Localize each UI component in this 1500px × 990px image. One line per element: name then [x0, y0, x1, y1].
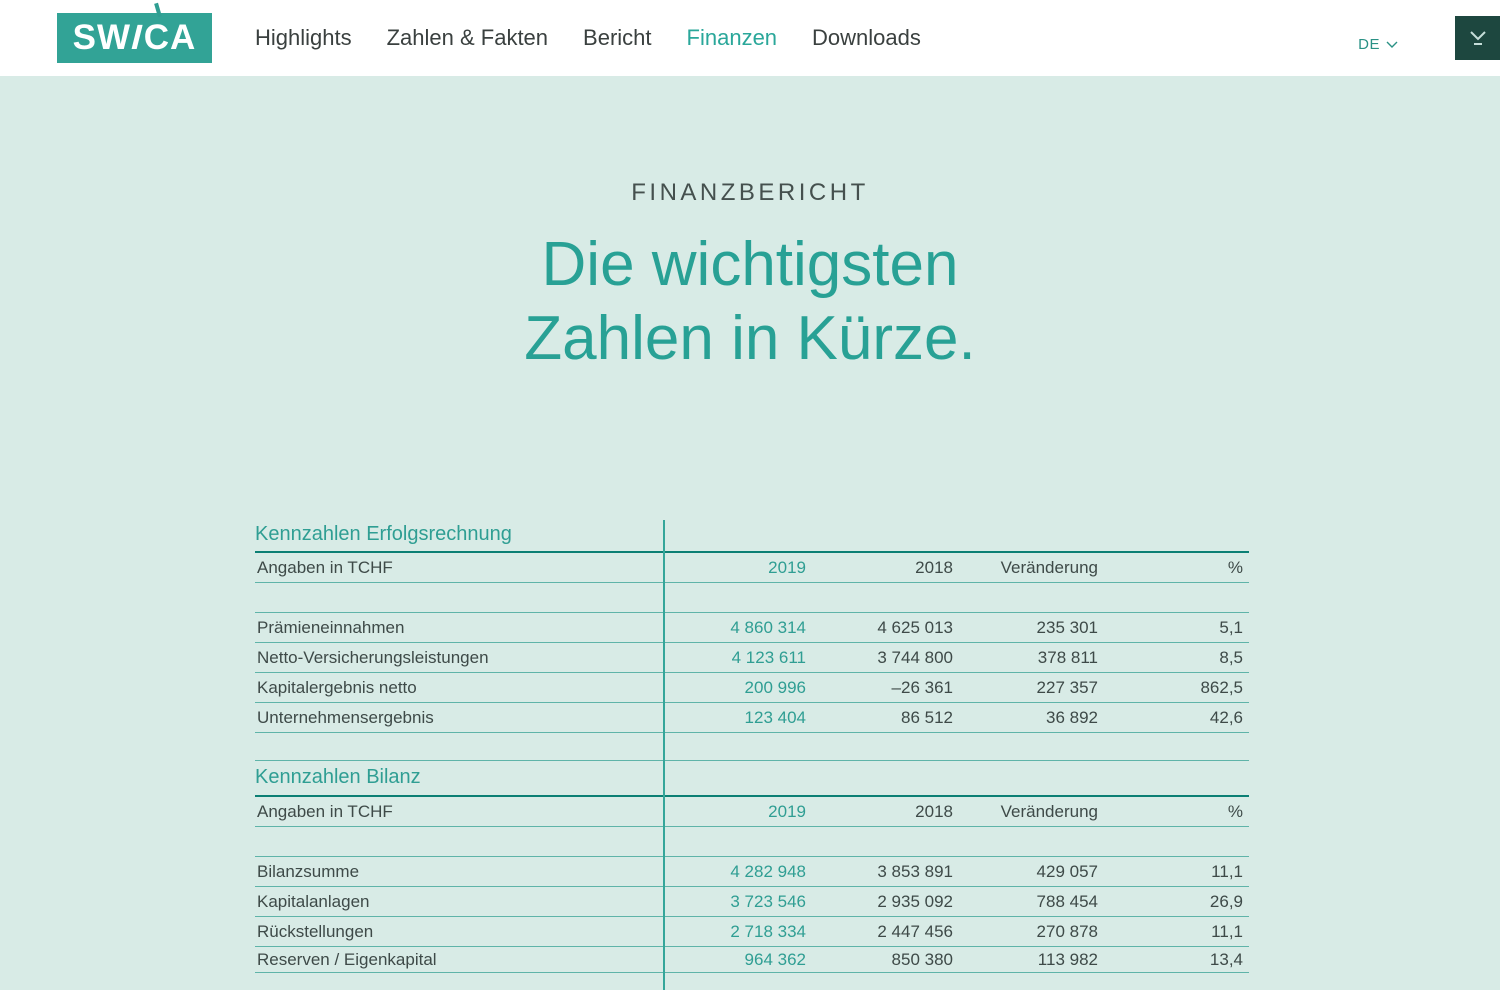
value-percent: 8,5: [1219, 647, 1243, 667]
table-row: Prämieneinnahmen 4 860 314 4 625 013 235…: [255, 613, 1249, 643]
value-2019: 4 860 314: [730, 617, 806, 637]
value-2019: 3 723 546: [730, 891, 806, 911]
row-label: Kapitalergebnis netto: [257, 677, 417, 697]
value-2018: 2 447 456: [877, 921, 953, 941]
value-change: 36 892: [1046, 707, 1098, 727]
column-header-2018: 2018: [915, 557, 953, 577]
table-section-title-row: Kennzahlen Erfolgsrechnung: [255, 520, 1249, 553]
value-2018: 850 380: [891, 949, 953, 969]
value-2018: –26 361: [891, 677, 953, 697]
value-percent: 11,1: [1211, 861, 1243, 881]
nav-item-zahlen-fakten[interactable]: Zahlen & Fakten: [386, 25, 549, 50]
logo-accent-tick: [154, 2, 162, 18]
value-percent: 11,1: [1211, 921, 1243, 941]
column-header-2018: 2018: [915, 801, 953, 821]
main-nav: Highlights Zahlen & Fakten Bericht Finan…: [255, 0, 921, 76]
table-row: Bilanzsumme 4 282 948 3 853 891 429 057 …: [255, 857, 1249, 887]
download-icon: [1469, 31, 1486, 45]
table-row: Rückstellungen 2 718 334 2 447 456 270 8…: [255, 917, 1249, 947]
row-label: Unternehmensergebnis: [257, 707, 434, 727]
value-change: 113 982: [1037, 949, 1098, 969]
spacer-row: [255, 973, 1249, 990]
value-percent: 26,9: [1209, 891, 1243, 911]
nav-item-bericht[interactable]: Bericht: [583, 25, 652, 50]
column-header-change: Veränderung: [1000, 801, 1098, 821]
spacer-row: [255, 733, 1249, 761]
value-percent: 862,5: [1200, 677, 1243, 697]
value-2019: 200 996: [744, 677, 806, 697]
table-title: Kennzahlen Erfolgsrechnung: [255, 523, 512, 545]
column-header-unit: Angaben in TCHF: [257, 801, 393, 821]
value-2018: 86 512: [901, 707, 953, 727]
column-header-unit: Angaben in TCHF: [257, 557, 393, 577]
table-vertical-divider: [663, 520, 665, 990]
value-percent: 42,6: [1209, 707, 1243, 727]
row-label: Prämieneinnahmen: [257, 617, 405, 637]
value-change: 270 878: [1036, 921, 1098, 941]
value-change: 429 057: [1036, 861, 1098, 881]
table-row: Reserven / Eigenkapital 964 362 850 380 …: [255, 947, 1249, 973]
section-eyebrow: FINANZBERICHT: [631, 179, 869, 206]
swica-logo[interactable]: SWICA: [57, 2, 212, 63]
value-percent: 5,1: [1219, 617, 1243, 637]
column-header-2019: 2019: [768, 557, 806, 577]
value-2019: 964 362: [744, 949, 806, 969]
table-header-row: Angaben in TCHF 2019 2018 Veränderung %: [255, 553, 1249, 583]
value-2018: 2 935 092: [877, 891, 953, 911]
row-label: Kapitalanlagen: [257, 891, 370, 911]
table-row: Kapitalanlagen 3 723 546 2 935 092 788 4…: [255, 887, 1249, 917]
value-change: 788 454: [1036, 891, 1098, 911]
page-title: Die wichtigsten Zahlen in Kürze.: [0, 228, 1500, 376]
row-label: Bilanzsumme: [257, 861, 360, 881]
table-row: Unternehmensergebnis 123 404 86 512 36 8…: [255, 703, 1249, 733]
value-change: 378 811: [1037, 647, 1098, 667]
table-row: Kapitalergebnis netto 200 996 –26 361 22…: [255, 673, 1249, 703]
column-header-percent: %: [1227, 801, 1243, 821]
value-change: 235 301: [1036, 617, 1098, 637]
row-label: Reserven / Eigenkapital: [257, 949, 437, 969]
row-label: Netto-Versicherungsleistungen: [257, 647, 489, 667]
chevron-down-icon: [1386, 41, 1398, 48]
table-header-row: Angaben in TCHF 2019 2018 Veränderung %: [255, 797, 1249, 827]
value-2019: 4 123 611: [731, 647, 806, 667]
collapse-menu-button[interactable]: [1455, 16, 1500, 60]
table-section-title-row: Kennzahlen Bilanz: [255, 761, 1249, 797]
column-header-percent: %: [1227, 557, 1243, 577]
value-2019: 2 718 334: [730, 921, 806, 941]
nav-item-downloads[interactable]: Downloads: [812, 25, 921, 50]
table-row: Netto-Versicherungsleistungen 4 123 611 …: [255, 643, 1249, 673]
logo-text: SWICA: [72, 18, 197, 57]
language-label: DE: [1358, 36, 1380, 53]
nav-item-finanzen[interactable]: Finanzen: [686, 25, 778, 50]
page-title-line2: Zahlen in Kürze.: [524, 304, 976, 373]
row-label: Rückstellungen: [257, 921, 374, 941]
spacer-row: [255, 583, 1249, 613]
value-2018: 3 744 800: [877, 647, 953, 667]
financial-tables: Kennzahlen Erfolgsrechnung Angaben in TC…: [255, 520, 1249, 990]
column-header-change: Veränderung: [1000, 557, 1098, 577]
top-navigation-bar: SWICA Highlights Zahlen & Fakten Bericht…: [0, 0, 1500, 76]
page-title-line1: Die wichtigsten: [541, 230, 959, 299]
value-2019: 123 404: [744, 707, 806, 727]
column-header-2019: 2019: [768, 801, 806, 821]
value-2018: 4 625 013: [877, 617, 953, 637]
value-2019: 4 282 948: [730, 861, 806, 881]
value-change: 227 357: [1036, 677, 1098, 697]
value-percent: 13,4: [1209, 949, 1243, 969]
value-2018: 3 853 891: [877, 861, 953, 881]
table-title: Kennzahlen Bilanz: [255, 765, 421, 788]
language-selector[interactable]: DE: [1358, 36, 1398, 53]
spacer-row: [255, 827, 1249, 857]
nav-item-highlights[interactable]: Highlights: [255, 25, 352, 50]
